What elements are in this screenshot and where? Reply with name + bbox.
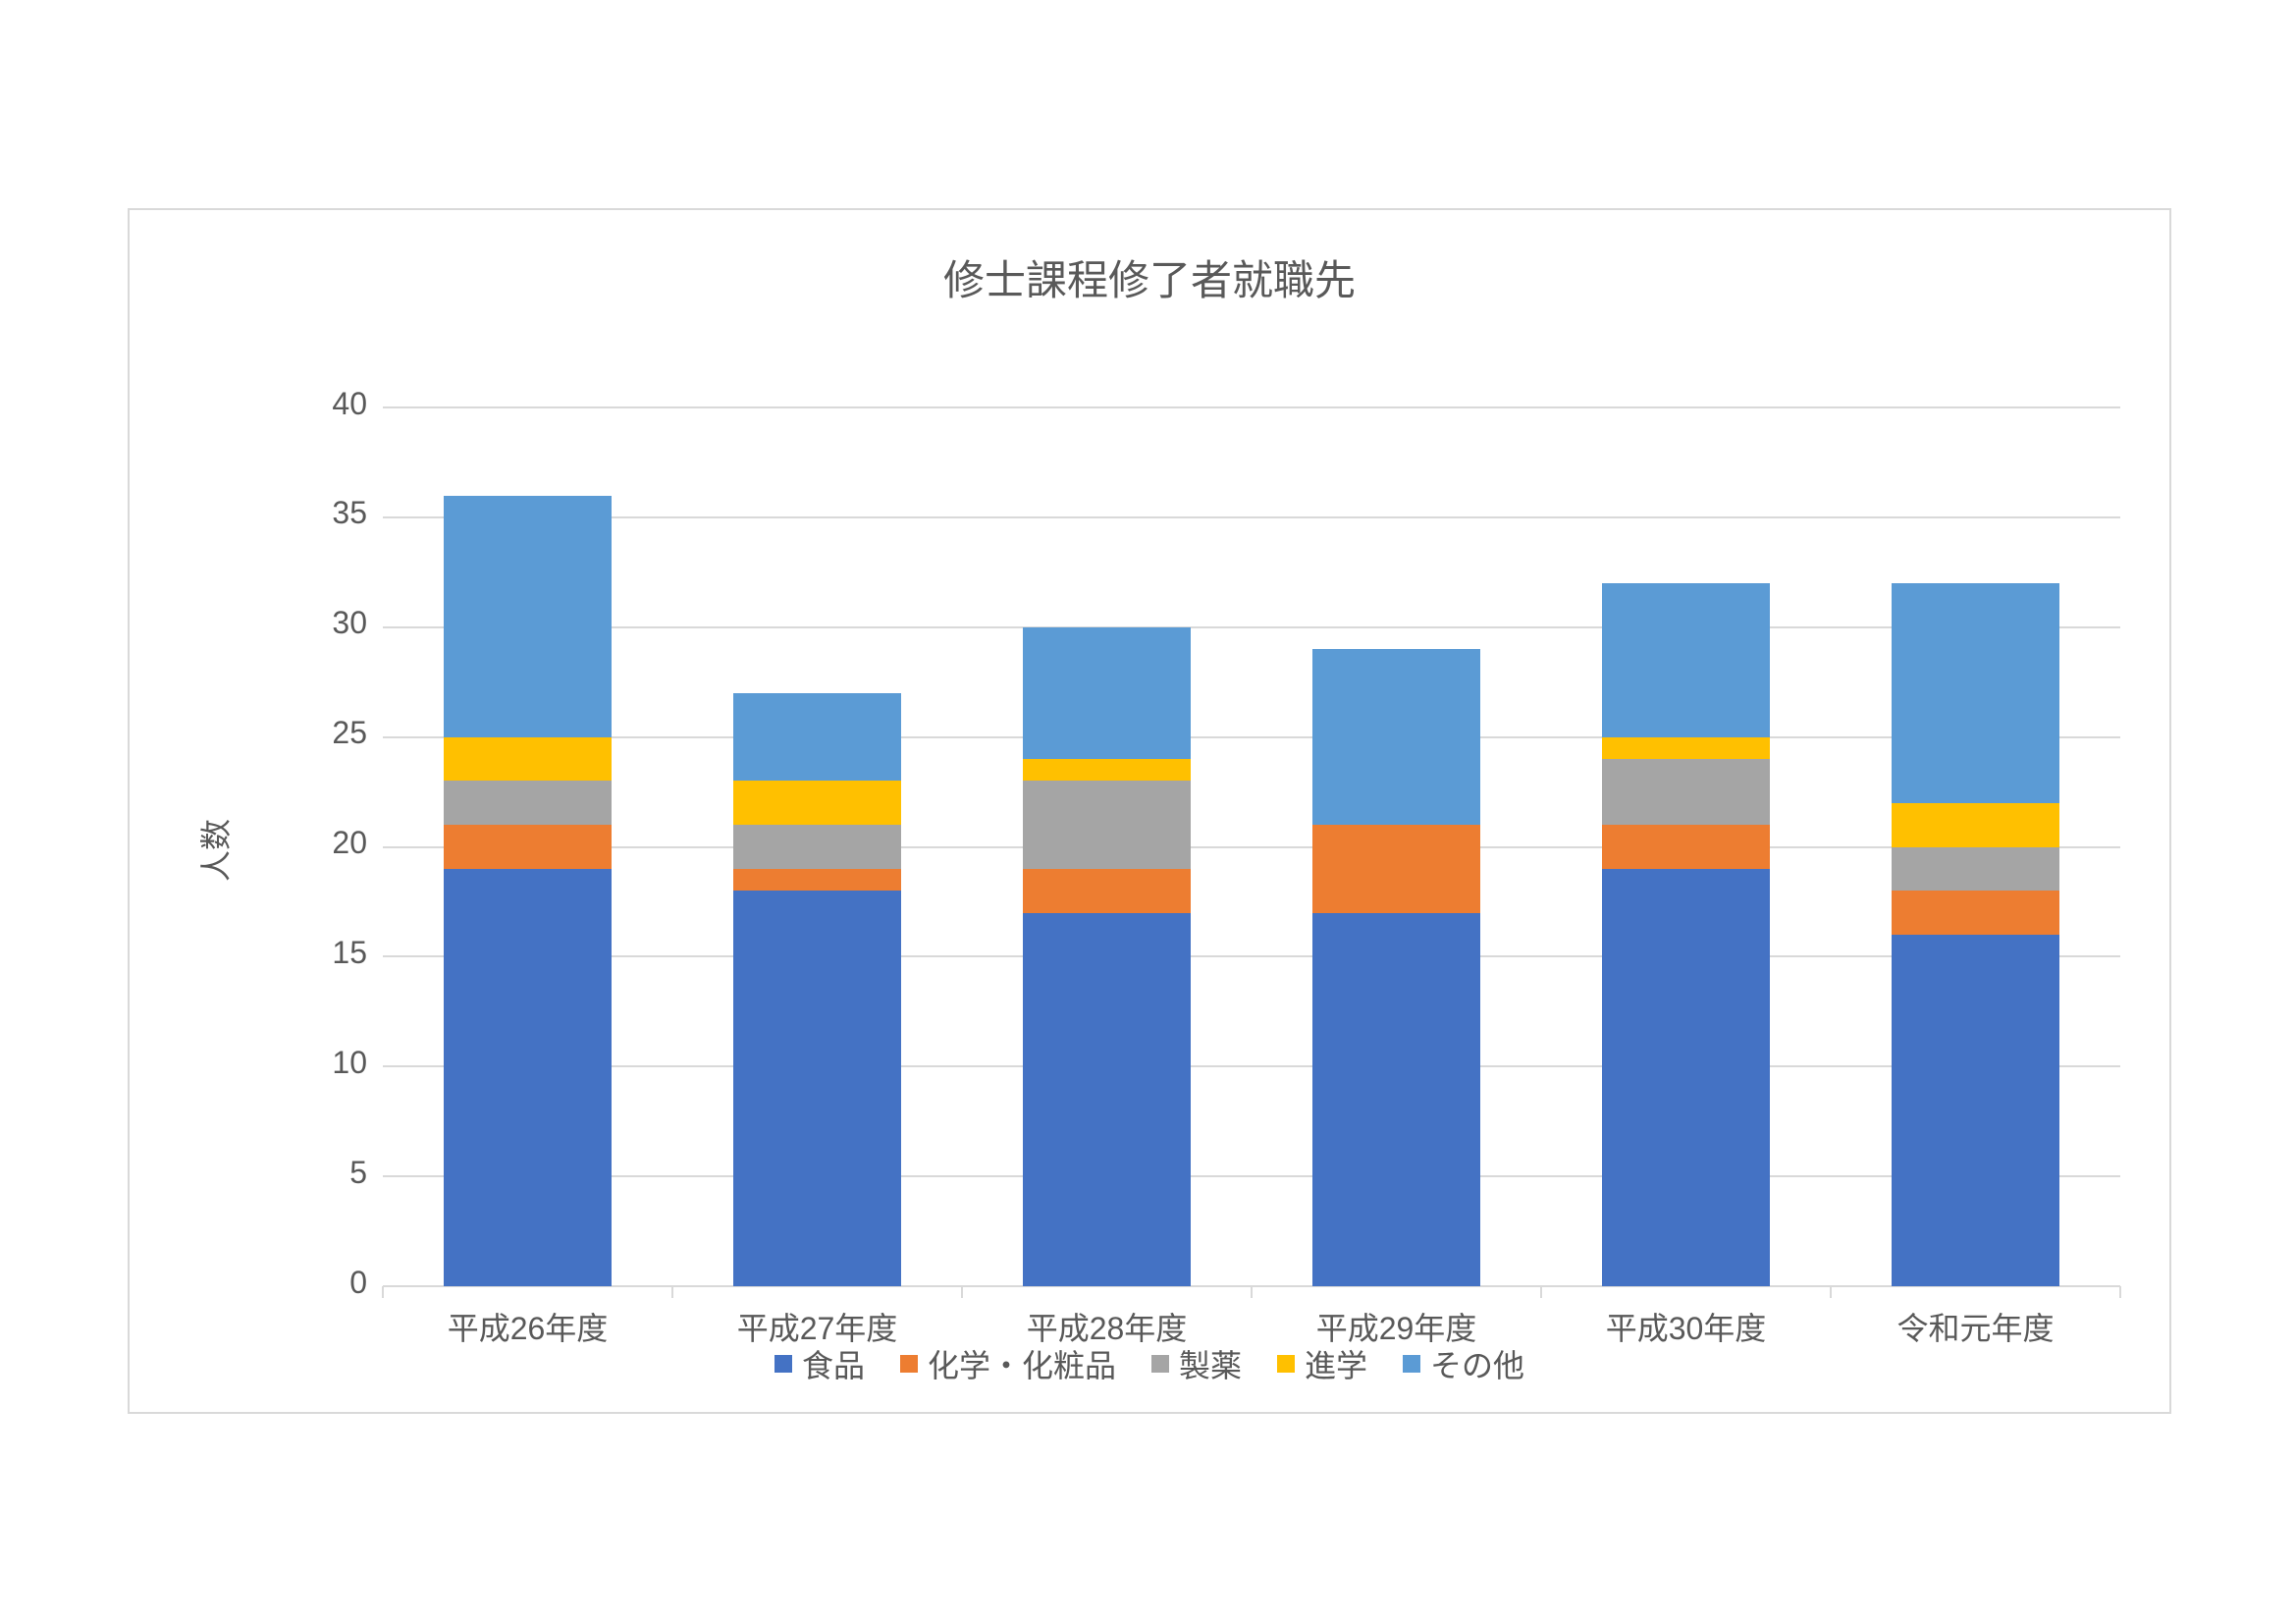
bar-segment xyxy=(1312,913,1480,1286)
x-tick-label: 平成29年度 xyxy=(1252,1304,1541,1349)
bar-segment xyxy=(1892,891,2059,935)
legend-swatch xyxy=(774,1355,792,1373)
bar-segment xyxy=(733,825,901,869)
gridline xyxy=(383,846,2120,848)
legend-swatch xyxy=(1403,1355,1420,1373)
y-tick-label: 0 xyxy=(289,1265,367,1301)
bar-segment xyxy=(444,869,612,1286)
legend-swatch xyxy=(1151,1355,1169,1373)
x-tick-label: 平成28年度 xyxy=(962,1304,1252,1349)
gridline xyxy=(383,516,2120,518)
y-tick-label: 25 xyxy=(289,715,367,751)
bar-segment xyxy=(1892,803,2059,847)
gridline xyxy=(383,736,2120,738)
bar-group xyxy=(444,407,612,1286)
bar-segment xyxy=(1023,759,1191,781)
x-tick-label: 平成27年度 xyxy=(672,1304,962,1349)
x-tick-label: 平成26年度 xyxy=(383,1304,672,1349)
bar-segment xyxy=(1023,627,1191,759)
gridline xyxy=(383,955,2120,957)
x-tick-mark xyxy=(2119,1286,2121,1298)
bar-segment xyxy=(1312,649,1480,825)
gridline xyxy=(383,1175,2120,1177)
y-tick-label: 5 xyxy=(289,1155,367,1191)
x-tick-label: 令和元年度 xyxy=(1831,1304,2120,1349)
bar-segment xyxy=(733,781,901,825)
bar-segment xyxy=(1892,847,2059,892)
x-tick-mark xyxy=(961,1286,963,1298)
x-tick-mark xyxy=(671,1286,673,1298)
x-tick-mark xyxy=(1830,1286,1832,1298)
x-tick-mark xyxy=(1251,1286,1253,1298)
y-tick-label: 30 xyxy=(289,605,367,641)
legend-swatch xyxy=(1277,1355,1295,1373)
bar-group xyxy=(733,407,901,1286)
x-tick-mark xyxy=(382,1286,384,1298)
gridline xyxy=(383,626,2120,628)
y-tick-label: 10 xyxy=(289,1045,367,1081)
bar-group xyxy=(1892,407,2059,1286)
gridline xyxy=(383,406,2120,408)
y-tick-label: 15 xyxy=(289,935,367,971)
bar-segment xyxy=(444,496,612,737)
y-tick-label: 20 xyxy=(289,825,367,861)
y-tick-label: 35 xyxy=(289,495,367,531)
bar-group xyxy=(1023,407,1191,1286)
bar-segment xyxy=(733,891,901,1286)
bar-group xyxy=(1312,407,1480,1286)
bar-segment xyxy=(444,825,612,869)
bar-segment xyxy=(444,781,612,825)
y-tick-label: 40 xyxy=(289,386,367,422)
bar-segment xyxy=(733,869,901,891)
x-tick-label: 平成30年度 xyxy=(1541,1304,1831,1349)
bar-segment xyxy=(1312,825,1480,913)
gridline xyxy=(383,1065,2120,1067)
bar-segment xyxy=(1602,759,1770,825)
chart-title: 修士課程修了者就職先 xyxy=(128,247,2171,307)
bar-segment xyxy=(1023,869,1191,913)
y-axis-label: 人数 xyxy=(191,818,237,881)
legend-swatch xyxy=(900,1355,918,1373)
bar-segment xyxy=(1602,737,1770,759)
plot-area xyxy=(383,407,2120,1286)
bar-segment xyxy=(1602,825,1770,869)
x-tick-mark xyxy=(1540,1286,1542,1298)
bar-segment xyxy=(1892,583,2059,803)
bar-segment xyxy=(1023,913,1191,1286)
bar-group xyxy=(1602,407,1770,1286)
bar-segment xyxy=(1602,869,1770,1286)
bar-segment xyxy=(733,693,901,782)
bar-segment xyxy=(444,737,612,782)
bar-segment xyxy=(1892,935,2059,1286)
bar-segment xyxy=(1023,781,1191,869)
bar-segment xyxy=(1602,583,1770,737)
